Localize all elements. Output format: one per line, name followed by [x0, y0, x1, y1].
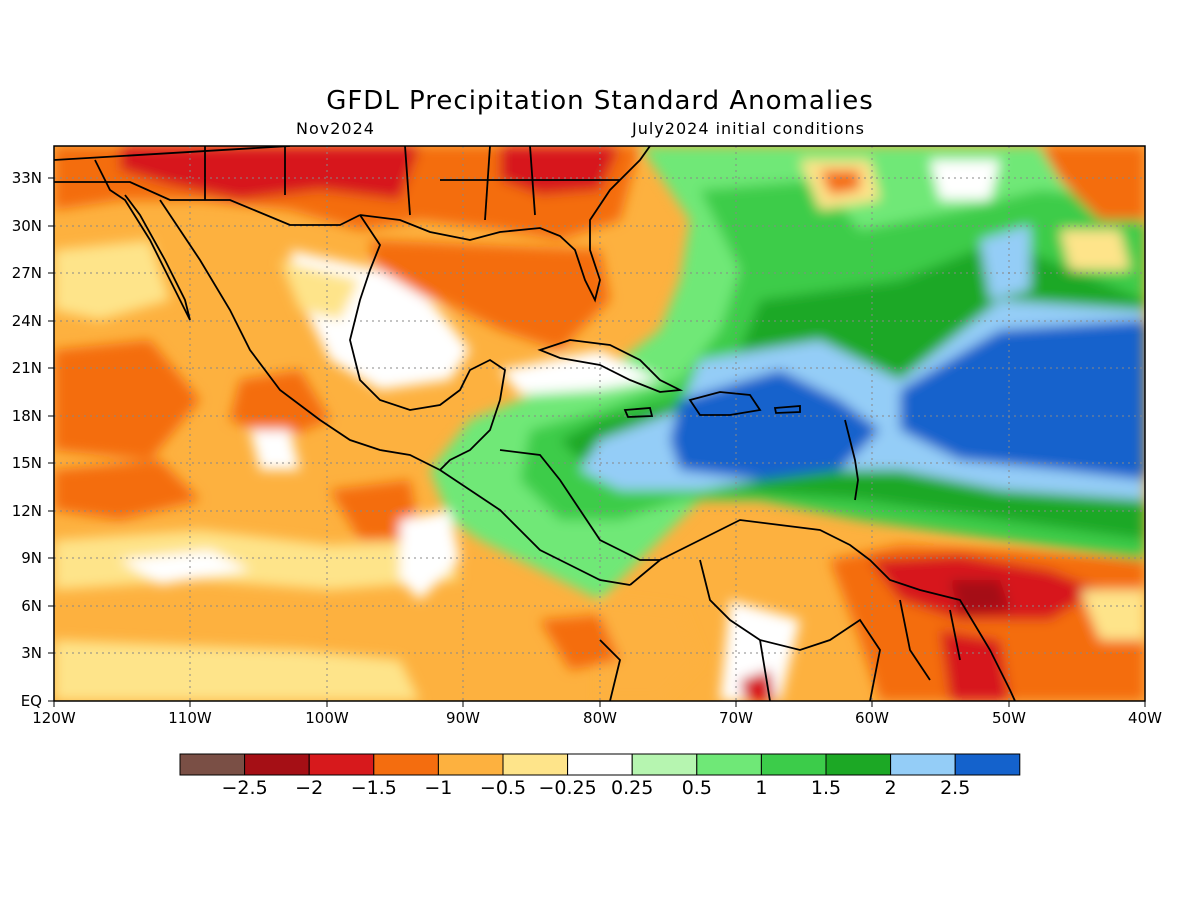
lon-label: 70W: [719, 709, 753, 727]
lat-label: 33N: [11, 169, 42, 187]
lon-label: 50W: [992, 709, 1026, 727]
lon-label: 90W: [446, 709, 480, 727]
colorbar-tick-label: 0.5: [681, 777, 712, 799]
lon-label: 110W: [168, 709, 212, 727]
colorbar-tick-label: 0.25: [611, 777, 654, 799]
colorbar-swatch: [244, 753, 310, 776]
colorbar-tick-label: 1: [755, 777, 768, 799]
lat-label: EQ: [20, 692, 42, 710]
colorbar-swatch: [179, 753, 246, 776]
lat-label: 6N: [21, 597, 42, 615]
colorbar-tick-label: −1.5: [350, 777, 397, 799]
colorbar-tick-label: −2: [295, 777, 324, 799]
lat-label: 21N: [11, 359, 42, 377]
colorbar-tick-label: 2: [884, 777, 897, 799]
lat-label: 15N: [11, 454, 42, 472]
anomaly-field: [54, 146, 1145, 701]
colorbar-swatch: [890, 753, 956, 776]
colorbar-swatch: [696, 753, 762, 776]
colorbar-tick-label: −0.5: [479, 777, 527, 799]
colorbar-swatch: [954, 753, 1021, 776]
lat-label: 12N: [11, 502, 42, 520]
lon-label: 100W: [305, 709, 349, 727]
colorbar-swatch: [760, 753, 827, 776]
colorbar-swatch: [825, 753, 892, 776]
colorbar-swatch: [308, 753, 375, 776]
forecast-month: Nov2024: [296, 119, 375, 138]
lat-label: 18N: [11, 407, 42, 425]
lat-label: 9N: [21, 549, 42, 567]
colorbar-tick-label: 1.5: [810, 777, 842, 799]
lat-label: 30N: [11, 217, 42, 235]
colorbar-tick-label: −2.5: [221, 777, 268, 799]
lon-label: 80W: [583, 709, 617, 727]
initial-conditions: July2024 initial conditions: [632, 119, 865, 138]
lat-label: 3N: [21, 644, 42, 662]
lat-label: 24N: [11, 312, 42, 330]
lon-label: 40W: [1128, 709, 1162, 727]
lat-label: 27N: [11, 264, 42, 282]
colorbar-swatch: [373, 753, 439, 776]
colorbar-swatch: [631, 753, 698, 776]
colorbar-swatch: [567, 753, 633, 776]
colorbar-tick-label: −1: [424, 777, 453, 799]
colorbar-tick-label: −0.25: [538, 777, 597, 799]
axis-ticks: [48, 177, 1146, 707]
coastlines: [54, 146, 1016, 701]
colorbar-swatch: [502, 753, 569, 776]
map-title: GFDL Precipitation Standard Anomalies: [326, 86, 874, 116]
lon-label: 60W: [855, 709, 889, 727]
lon-label: 120W: [32, 709, 76, 727]
colorbar-tick-label: 2.5: [940, 777, 971, 799]
colorbar-swatch: [437, 753, 504, 776]
